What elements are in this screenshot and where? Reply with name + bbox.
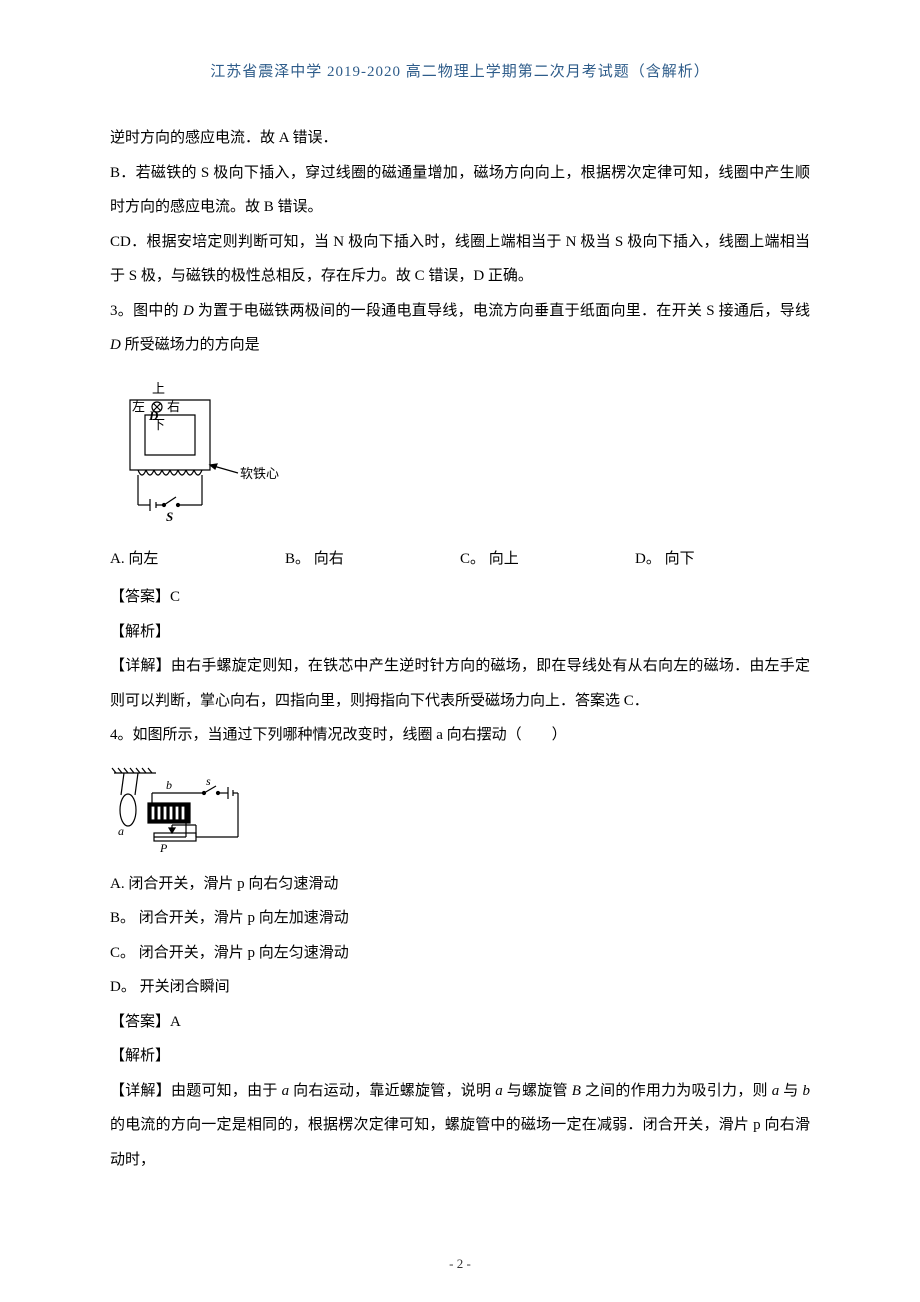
paragraph-1: 逆时方向的感应电流．故 A 错误．	[110, 121, 810, 156]
q3-options: A. 向左 B。 向右 C。 向上 D。 向下	[110, 542, 810, 577]
page-header: 江苏省震泽中学 2019-2020 高二物理上学期第二次月考试题（含解析）	[110, 60, 810, 81]
q4-label-a: a	[118, 824, 124, 838]
q3-option-b: B。 向右	[285, 542, 460, 577]
q3-label-core: 软铁心	[240, 466, 279, 481]
q3-detail: 【详解】由右手螺旋定则知，在铁芯中产生逆时针方向的磁场，即在导线处有从右向左的磁…	[110, 649, 810, 718]
q3-label-right: 右	[167, 399, 180, 414]
q4-d-a2: a	[495, 1083, 503, 1099]
paragraph-3: CD．根据安培定则判断可知，当 N 极向下插入时，线圈上端相当于 N 极当 S …	[110, 225, 810, 294]
q4-d-m3: 之间的作用力为吸引力，则	[581, 1083, 772, 1099]
q4-d-B: B	[572, 1083, 581, 1099]
q3-label-s: S	[166, 509, 173, 524]
q4-label-p: P	[159, 841, 168, 855]
q4-d-b: b	[802, 1083, 810, 1099]
q3-figure-svg: 上 左 右 下 D S 软铁心	[110, 375, 300, 530]
q3-option-c: C。 向上	[460, 542, 635, 577]
q4-d-m1: 向右运动，靠近螺旋管，说明	[289, 1083, 495, 1099]
q4-label-b: b	[166, 778, 172, 792]
q4-option-d: D。 开关闭合瞬间	[110, 970, 810, 1005]
q3-figure: 上 左 右 下 D S 软铁心	[110, 375, 810, 530]
q4-d-m4: 与	[779, 1083, 802, 1099]
q3-stem-suffix: 所受磁场力的方向是	[121, 337, 260, 353]
q3-jiexi-label: 【解析】	[110, 615, 810, 650]
q4-label-s: s	[206, 774, 211, 788]
q3-option-d: D。 向下	[635, 542, 810, 577]
q4-jiexi-label: 【解析】	[110, 1039, 810, 1074]
q4-figure: a b s P	[110, 765, 810, 855]
q4-stem: 4。如图所示，当通过下列哪种情况改变时，线圈 a 向右摆动（ ）	[110, 718, 810, 753]
q3-answer: 【答案】C	[110, 580, 810, 615]
q4-d-suffix: 的电流的方向一定是相同的，根据楞次定律可知，螺旋管中的磁场一定在减弱．闭合开关，…	[110, 1117, 810, 1168]
q4-figure-svg: a b s P	[110, 765, 260, 855]
q3-label-up: 上	[152, 381, 165, 396]
q4-option-c: C。 闭合开关，滑片 p 向左匀速滑动	[110, 936, 810, 971]
q3-stem-d1: D	[183, 303, 194, 319]
page-number: - 2 -	[0, 1256, 920, 1272]
q3-option-a: A. 向左	[110, 542, 285, 577]
q4-d-m2: 与螺旋管	[503, 1083, 572, 1099]
q3-stem: 3。图中的 D 为置于电磁铁两极间的一段通电直导线，电流方向垂直于纸面向里．在开…	[110, 294, 810, 363]
paragraph-2: B．若磁铁的 S 极向下插入，穿过线圈的磁通量增加，磁场方向向上，根据楞次定律可…	[110, 156, 810, 225]
q4-option-b: B。 闭合开关，滑片 p 向左加速滑动	[110, 901, 810, 936]
q3-label-left: 左	[132, 399, 145, 414]
q4-d-prefix: 【详解】由题可知，由于	[110, 1083, 282, 1099]
q4-option-a: A. 闭合开关，滑片 p 向右匀速滑动	[110, 867, 810, 902]
q4-answer: 【答案】A	[110, 1005, 810, 1040]
q3-stem-d2: D	[110, 337, 121, 353]
q3-stem-mid1: 为置于电磁铁两极间的一段通电直导线，电流方向垂直于纸面向里．在开关 S 接通后，…	[194, 303, 810, 319]
q3-stem-prefix: 3。图中的	[110, 303, 183, 319]
q4-detail: 【详解】由题可知，由于 a 向右运动，靠近螺旋管，说明 a 与螺旋管 B 之间的…	[110, 1074, 810, 1178]
q3-label-d: D	[148, 408, 159, 423]
page-container: 江苏省震泽中学 2019-2020 高二物理上学期第二次月考试题（含解析） 逆时…	[0, 0, 920, 1302]
